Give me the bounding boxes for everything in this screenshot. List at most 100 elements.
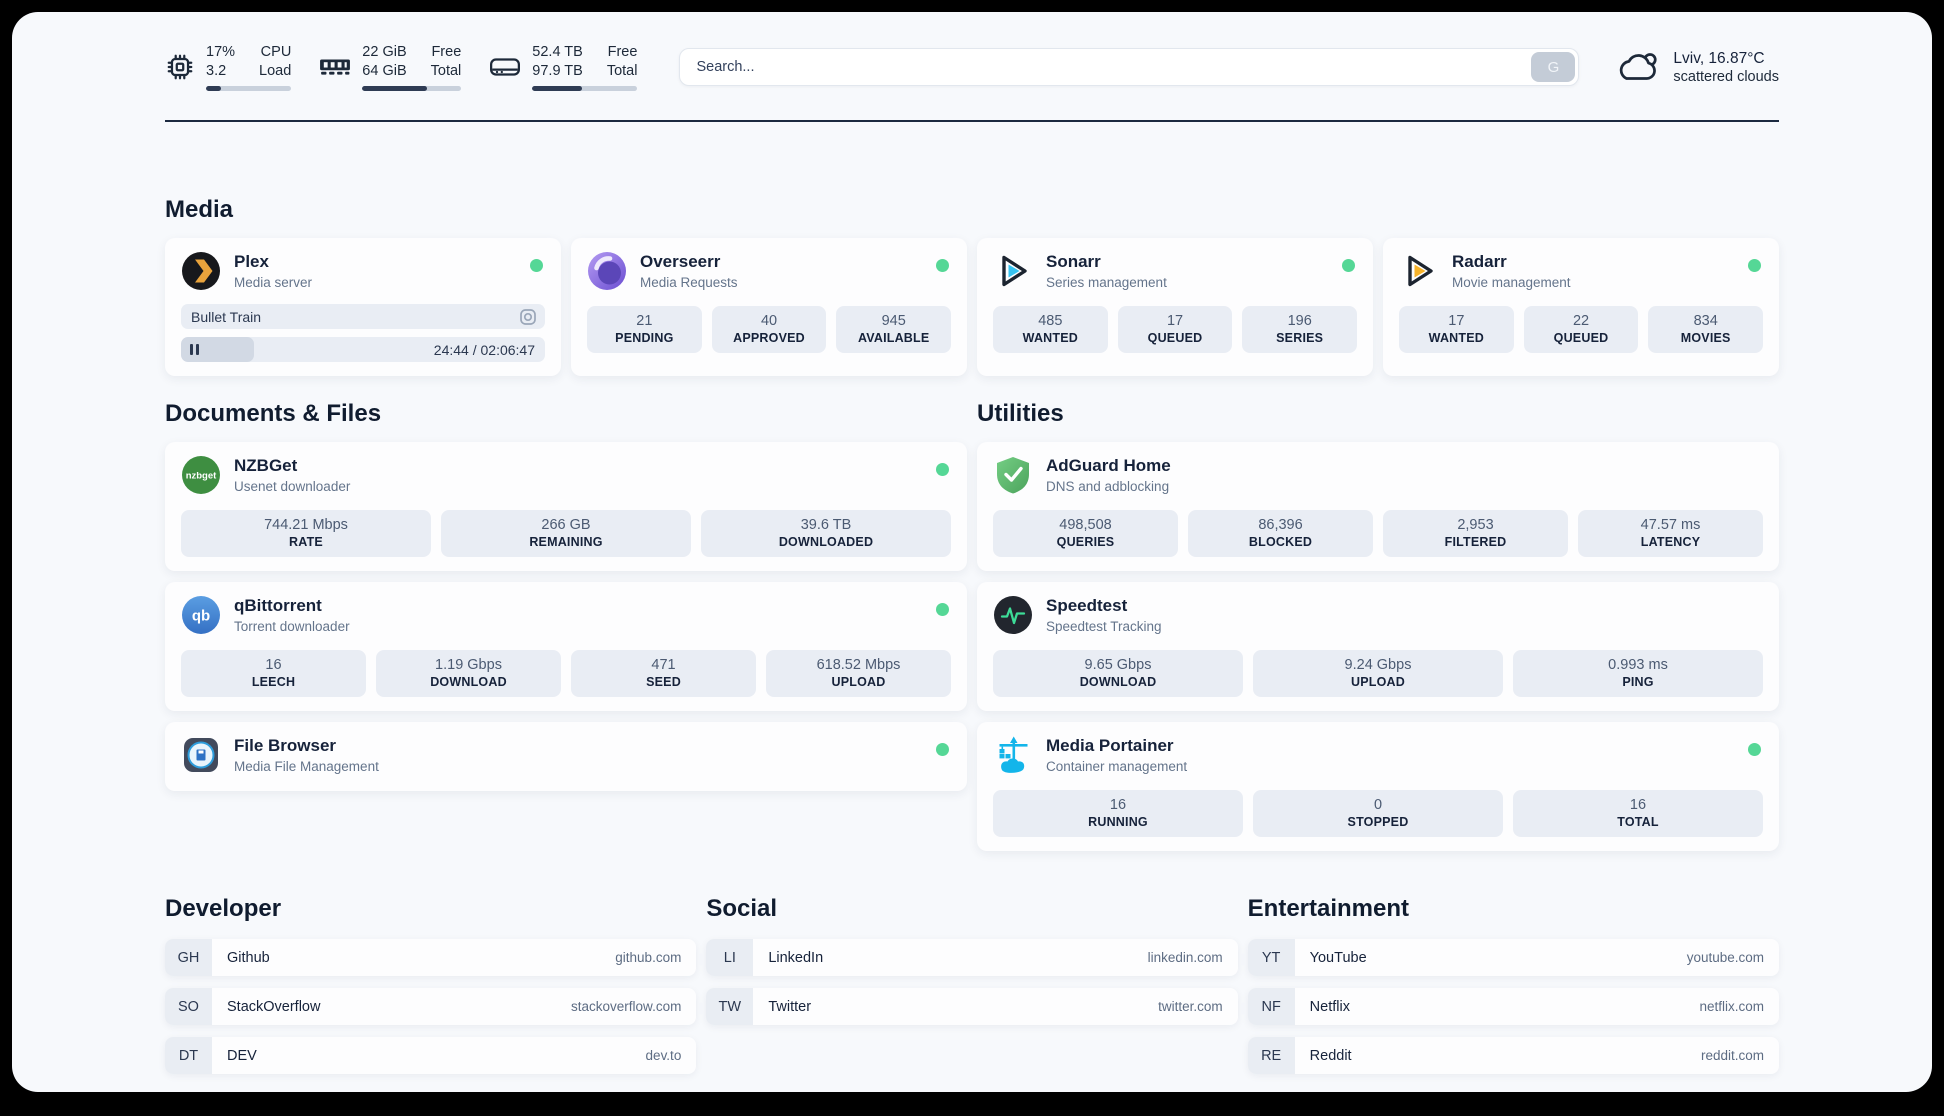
disk-progress-bar [532, 86, 638, 92]
disk-stat: 52.4 TB 97.9 TB Free Total [489, 43, 638, 92]
app-card-overseerr[interactable]: Overseerr Media Requests 21 PENDING 40 A… [571, 238, 967, 376]
cpu-load-value: 3.2 [206, 62, 227, 79]
stat-box: 16 TOTAL [1513, 790, 1763, 837]
stat-box: 39.6 TB DOWNLOADED [701, 510, 951, 557]
bookmark-github[interactable]: GH Github github.com [165, 939, 697, 976]
section-utilities: Utilities [977, 400, 1779, 851]
app-card-sonarr[interactable]: Sonarr Series management 485 WANTED 17 Q… [977, 238, 1373, 376]
speedtest-icon [993, 595, 1033, 635]
header-divider [165, 120, 1779, 122]
stat-box: 16 RUNNING [993, 790, 1243, 837]
stat-box: 2,953 FILTERED [1383, 510, 1568, 557]
playback-time: 24:44 / 02:06:47 [433, 341, 535, 358]
overseerr-icon [587, 251, 627, 291]
system-stats: 17% 3.2 CPU Load [165, 43, 638, 92]
app-card-qbittorrent[interactable]: qb qBittorrent Torrent downloader [165, 582, 967, 711]
app-card-radarr[interactable]: Radarr Movie management 17 WANTED 22 QUE… [1383, 238, 1779, 376]
bookmark-url: stackoverflow.com [571, 999, 682, 1014]
cpu-progress-fill [206, 86, 221, 92]
now-playing-row: Bullet Train [181, 304, 545, 329]
section-documents-files: Documents & Files nzbget [165, 400, 967, 851]
app-title: Media Portainer [1046, 736, 1174, 755]
adguard-icon [993, 455, 1033, 495]
stat-box: 744.21 Mbps RATE [181, 510, 431, 557]
bookmark-url: linkedin.com [1147, 950, 1223, 965]
stat-box: 9.24 Gbps UPLOAD [1253, 650, 1503, 697]
search-engine-button[interactable]: G [1531, 52, 1576, 82]
app-card-speedtest[interactable]: Speedtest Speedtest Tracking 9.65 Gbps D… [977, 582, 1779, 711]
bookmark-url: twitter.com [1158, 999, 1223, 1014]
cpu-icon [165, 52, 195, 82]
weather-location-temp: Lviv, 16.87°C [1673, 49, 1765, 67]
session-icon[interactable] [519, 308, 537, 326]
nzbget-icon: nzbget [181, 455, 221, 495]
status-online-dot [1748, 259, 1761, 272]
stat-box: 485 WANTED [993, 306, 1108, 353]
section-social: Social LI LinkedIn linkedin.com TW Twitt… [706, 895, 1238, 1037]
app-card-nzbget[interactable]: nzbget NZBGet Usenet downloader 74 [165, 442, 967, 571]
bookmark-name: StackOverflow [227, 998, 321, 1015]
bookmark-abbr: NF [1247, 988, 1295, 1025]
stat-box: 196 SERIES [1242, 306, 1358, 353]
weather-widget: Lviv, 16.87°C scattered clouds [1615, 49, 1779, 85]
bookmark-name: DEV [227, 1047, 257, 1064]
bookmark-youtube[interactable]: YT YouTube youtube.com [1247, 939, 1779, 976]
memory-total-value: 64 GiB [362, 62, 407, 79]
stat-box: 21 PENDING [587, 306, 702, 353]
bookmark-url: github.com [615, 950, 682, 965]
radarr-icon [1399, 251, 1439, 291]
app-card-filebrowser[interactable]: File Browser Media File Management [165, 722, 967, 791]
bookmark-abbr: GH [165, 939, 212, 976]
status-online-dot [936, 603, 949, 616]
disk-total-value: 97.9 TB [532, 62, 583, 79]
app-title: qBittorrent [234, 596, 322, 615]
cloud-icon [1615, 49, 1661, 85]
app-title: NZBGet [234, 456, 298, 475]
header-bar: 17% 3.2 CPU Load [165, 12, 1779, 94]
plex-icon [181, 251, 221, 291]
now-playing-title: Bullet Train [191, 308, 262, 325]
bookmark-linkedin[interactable]: LI LinkedIn linkedin.com [706, 939, 1238, 976]
stat-box: 22 QUEUED [1523, 306, 1639, 353]
bookmark-twitter[interactable]: TW Twitter twitter.com [706, 988, 1238, 1025]
app-subtitle: Series management [1046, 275, 1167, 291]
bookmark-abbr: RE [1247, 1037, 1295, 1074]
stat-box: 16 LEECH [181, 650, 366, 697]
bookmark-netflix[interactable]: NF Netflix netflix.com [1247, 988, 1779, 1025]
section-heading-developer: Developer [165, 895, 282, 922]
filebrowser-icon [181, 735, 221, 775]
status-online-dot [1748, 743, 1761, 756]
section-heading-social: Social [706, 895, 778, 922]
section-media: Media Plex Media server [165, 196, 1779, 376]
svg-text:qb: qb [192, 608, 210, 625]
bookmark-reddit[interactable]: RE Reddit reddit.com [1247, 1037, 1779, 1074]
app-card-portainer[interactable]: Media Portainer Container management 16 … [977, 722, 1779, 851]
memory-stat: 22 GiB 64 GiB Free Total [319, 43, 462, 92]
cpu-labels: CPU Load [259, 43, 292, 79]
search-input[interactable] [679, 48, 1580, 86]
section-entertainment: Entertainment YT YouTube youtube.com NF … [1247, 895, 1779, 1086]
svg-text:nzbget: nzbget [186, 471, 217, 482]
bookmark-stackoverflow[interactable]: SO StackOverflow stackoverflow.com [165, 988, 697, 1025]
status-online-dot [936, 463, 949, 476]
status-online-dot [530, 259, 543, 272]
stat-box: 9.65 Gbps DOWNLOAD [993, 650, 1243, 697]
sonarr-icon [993, 251, 1033, 291]
stat-box: 834 MOVIES [1648, 306, 1764, 353]
stat-box: 86,396 BLOCKED [1188, 510, 1373, 557]
portainer-icon [993, 735, 1033, 775]
search-bar: G [679, 48, 1580, 86]
bookmark-abbr: YT [1247, 939, 1295, 976]
bookmark-url: reddit.com [1700, 1048, 1764, 1063]
status-online-dot [936, 259, 949, 272]
app-card-plex[interactable]: Plex Media server Bullet Train [165, 238, 561, 376]
pause-icon[interactable] [190, 344, 199, 355]
stat-box: 17 WANTED [1399, 306, 1514, 353]
bookmark-dev[interactable]: DT DEV dev.to [165, 1037, 697, 1074]
app-card-adguard[interactable]: AdGuard Home DNS and adblocking 498,508 … [977, 442, 1779, 571]
status-online-dot [936, 743, 949, 756]
bookmark-abbr: TW [706, 988, 754, 1025]
cpu-stat: 17% 3.2 CPU Load [165, 43, 292, 92]
dashboard-page: 17% 3.2 CPU Load [12, 12, 1932, 1092]
app-title: Radarr [1452, 252, 1507, 271]
